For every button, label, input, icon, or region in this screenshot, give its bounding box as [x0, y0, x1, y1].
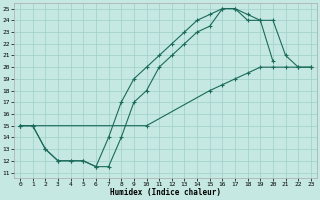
X-axis label: Humidex (Indice chaleur): Humidex (Indice chaleur): [110, 188, 221, 197]
